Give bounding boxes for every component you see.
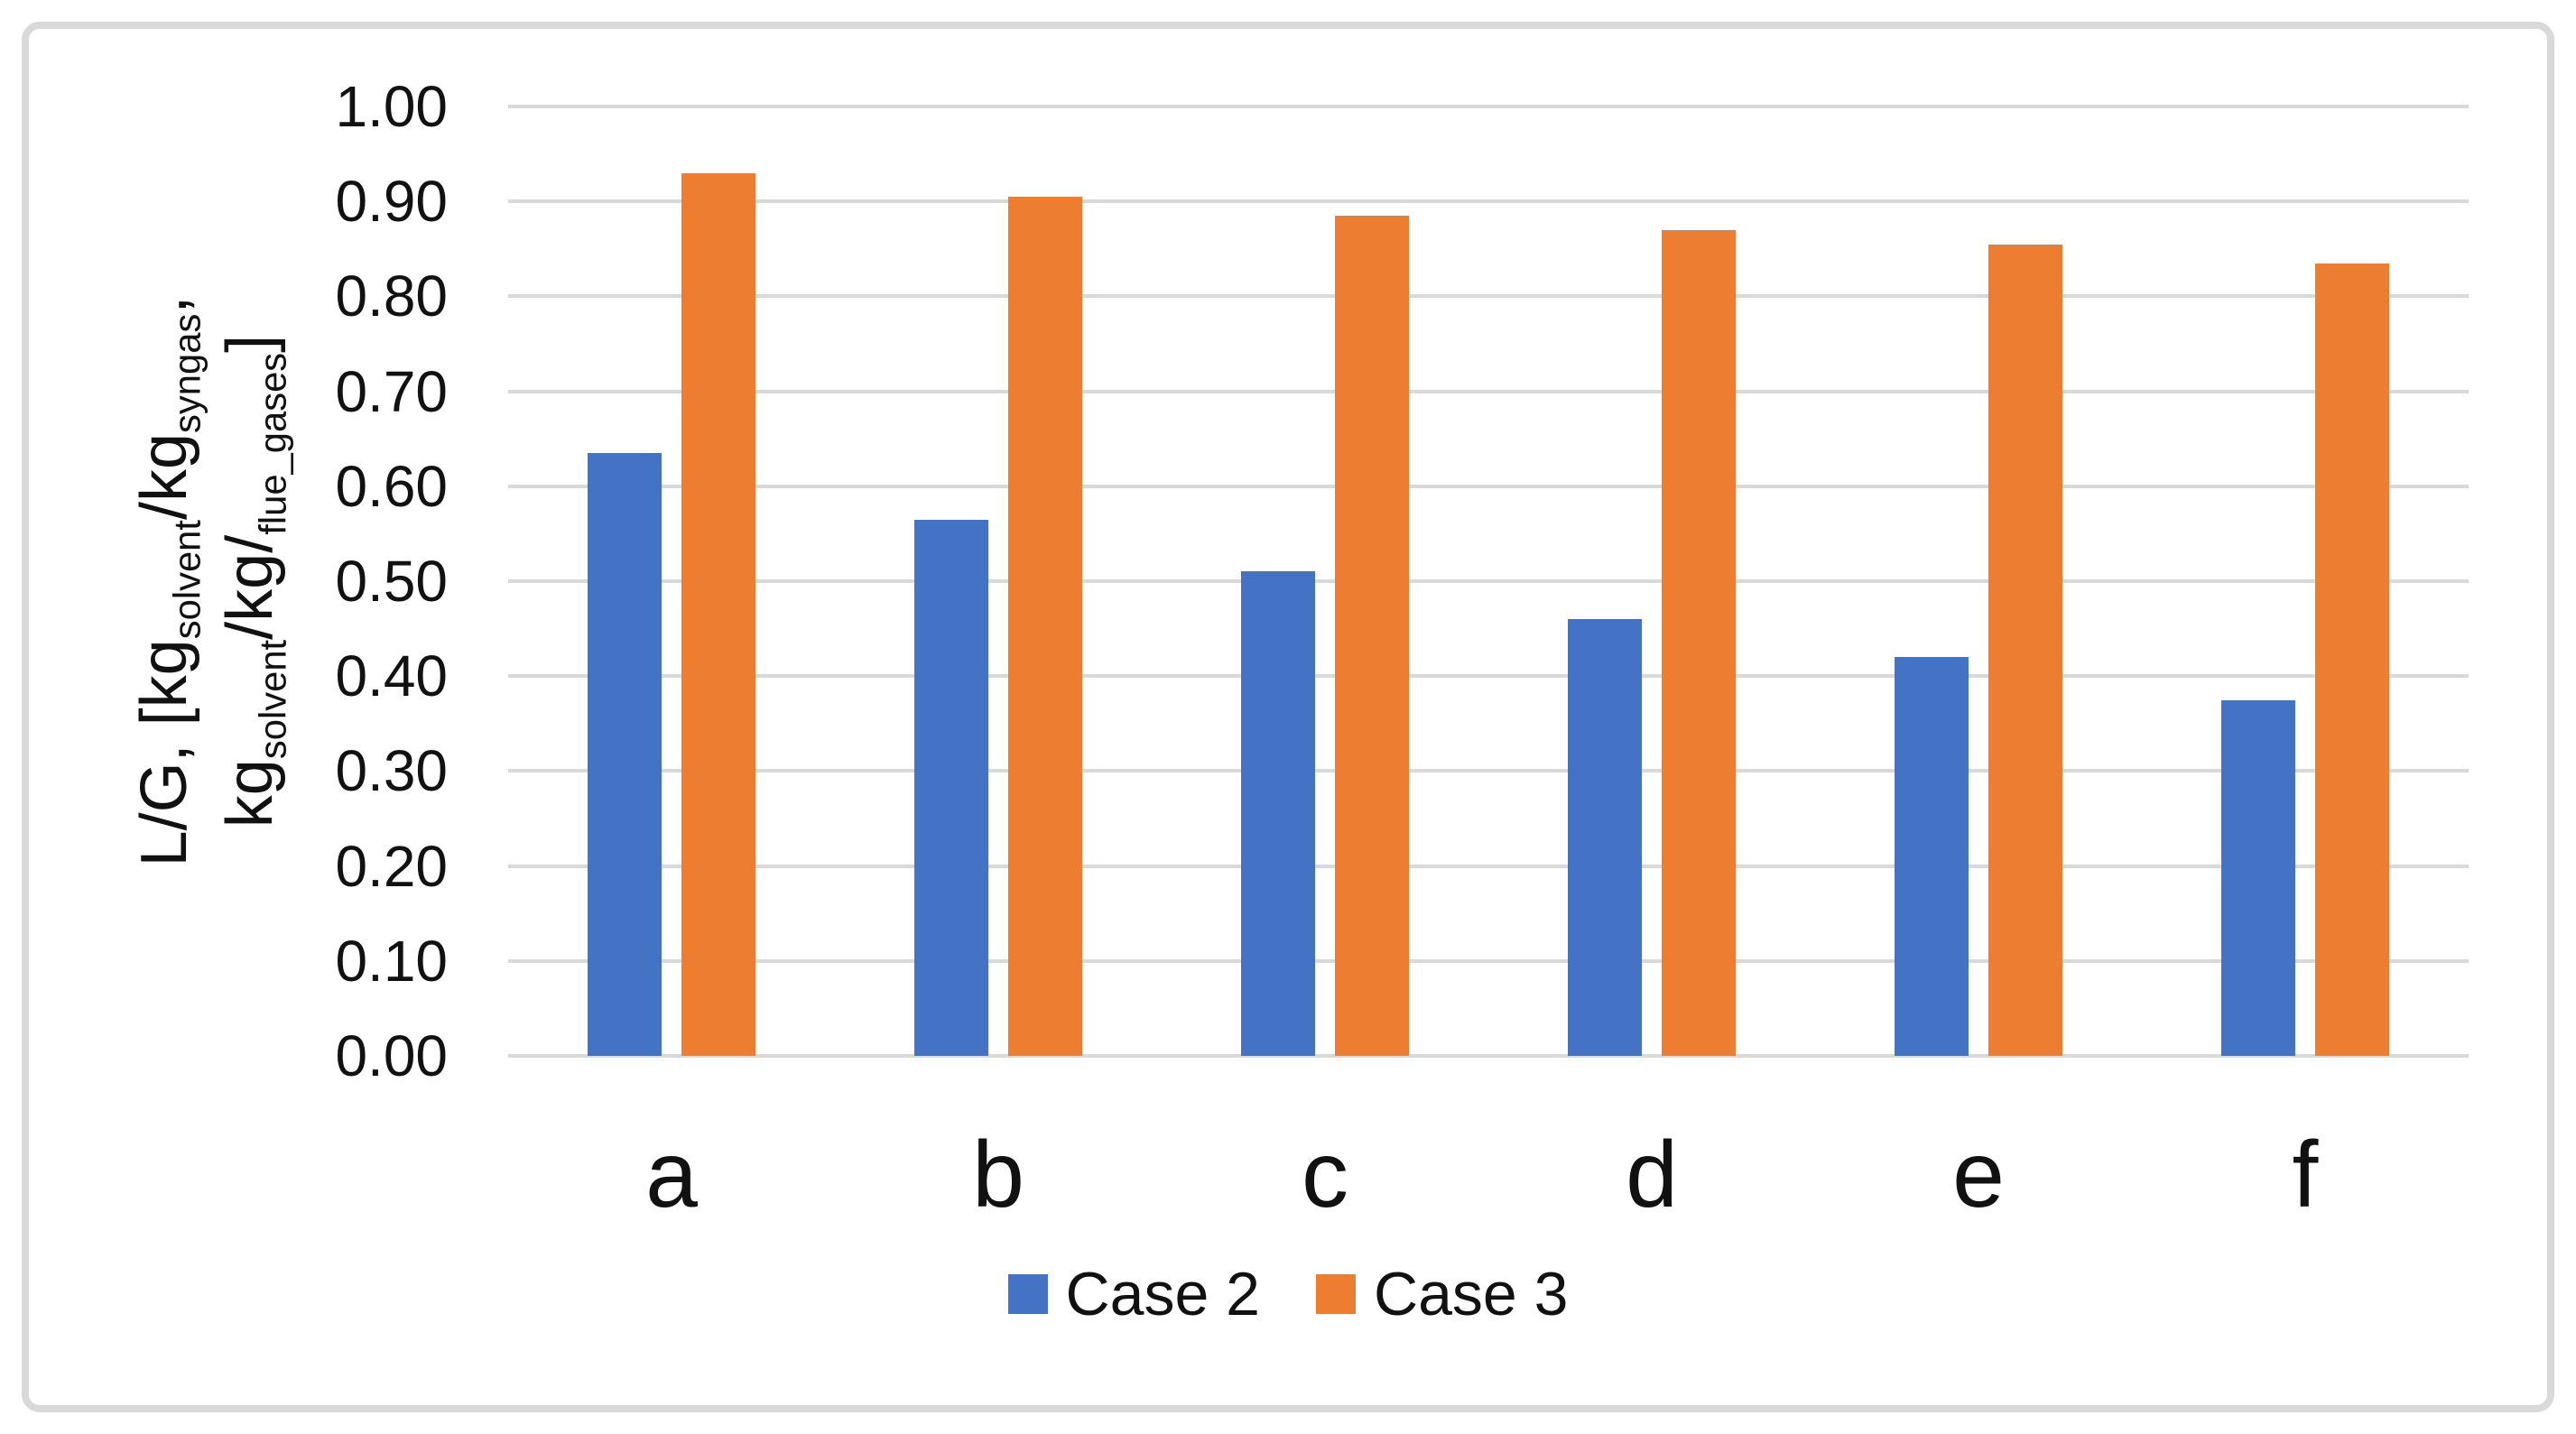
gridline: [508, 294, 2469, 299]
y-title-text: L/G, [kg: [127, 639, 200, 867]
bar-case-2-d: [1568, 619, 1642, 1056]
y-tick-label: 0.70: [335, 358, 448, 424]
gridline: [508, 105, 2469, 108]
gridline: [508, 864, 2469, 868]
y-tick-label: 0.80: [335, 264, 448, 329]
bar-case-2-f: [2221, 699, 2295, 1056]
legend-label: Case 3: [1374, 1260, 1569, 1328]
bar-case-2-e: [1895, 657, 1969, 1056]
x-axis-label-b: b: [972, 1123, 1024, 1227]
y-title-subscript: syngas: [165, 313, 208, 433]
y-tick-label: 0.40: [335, 643, 448, 709]
gridline: [508, 674, 2469, 679]
y-title-text: kg: [214, 759, 286, 828]
bar-case-3-a: [681, 172, 755, 1056]
category-group-e: [1815, 106, 2142, 1056]
x-axis-label-f: f: [2292, 1123, 2319, 1227]
y-axis-title: L/G, [kgsolvent/kgsyngas, kgsolvent/kg/fl…: [90, 76, 325, 1087]
category-group-b: [835, 106, 1162, 1056]
y-tick-label: 0.60: [335, 453, 448, 519]
gridline: [508, 389, 2469, 393]
y-tick-label: 0.00: [335, 1023, 448, 1088]
gridline: [508, 1054, 2469, 1058]
gridline: [508, 484, 2469, 488]
category-group-d: [1488, 106, 1815, 1056]
y-title-subscript: solvent: [165, 519, 208, 640]
y-title-subscript: flue_gases: [251, 352, 294, 535]
x-axis-label-c: c: [1302, 1123, 1348, 1227]
legend-swatch-icon: [1316, 1274, 1356, 1314]
y-title-text: /kg/: [214, 534, 286, 640]
bar-case-2-b: [914, 519, 988, 1056]
y-title-text: /kg: [127, 432, 200, 520]
y-axis-title-line-1: L/G, [kgsolvent/kgsyngas,: [122, 76, 208, 1087]
category-group-c: [1162, 106, 1488, 1056]
y-title-text: ,: [127, 295, 200, 314]
category-group-a: [508, 106, 835, 1056]
gridline: [508, 958, 2469, 963]
x-axis-label-e: e: [1952, 1123, 2005, 1227]
y-tick-label: 0.50: [335, 549, 448, 614]
y-title-subscript: solvent: [251, 639, 294, 760]
legend-item-case-2: Case 2: [1007, 1260, 1260, 1328]
y-tick-label: 0.90: [335, 169, 448, 235]
gridline: [508, 579, 2469, 583]
gridline: [508, 199, 2469, 204]
bar-case-3-f: [2315, 263, 2389, 1056]
y-tick-label: 1.00: [335, 74, 448, 139]
y-tick-label: 0.30: [335, 738, 448, 804]
category-group-f: [2142, 106, 2469, 1056]
y-tick-label: 0.10: [335, 928, 448, 994]
y-tick-label: 0.20: [335, 833, 448, 899]
gridline: [508, 769, 2469, 773]
legend-swatch-icon: [1007, 1274, 1048, 1314]
legend: Case 2 Case 3: [0, 1263, 2576, 1325]
bar-case-3-e: [1988, 244, 2062, 1056]
bar-case-3-c: [1335, 215, 1409, 1056]
y-axis-title-line-2: kgsolvent/kg/flue_gases]: [208, 76, 293, 1087]
x-axis-label-d: d: [1626, 1123, 1678, 1227]
bar-case-2-a: [588, 452, 662, 1056]
bar-case-3-d: [1662, 229, 1736, 1056]
bar-case-2-c: [1241, 571, 1315, 1056]
x-axis-label-a: a: [645, 1123, 698, 1227]
y-title-text: ]: [214, 334, 286, 353]
plot-area: [508, 105, 2469, 1058]
legend-label: Case 2: [1065, 1260, 1260, 1328]
bar-case-3-b: [1008, 196, 1082, 1056]
legend-item-case-3: Case 3: [1316, 1263, 1568, 1325]
